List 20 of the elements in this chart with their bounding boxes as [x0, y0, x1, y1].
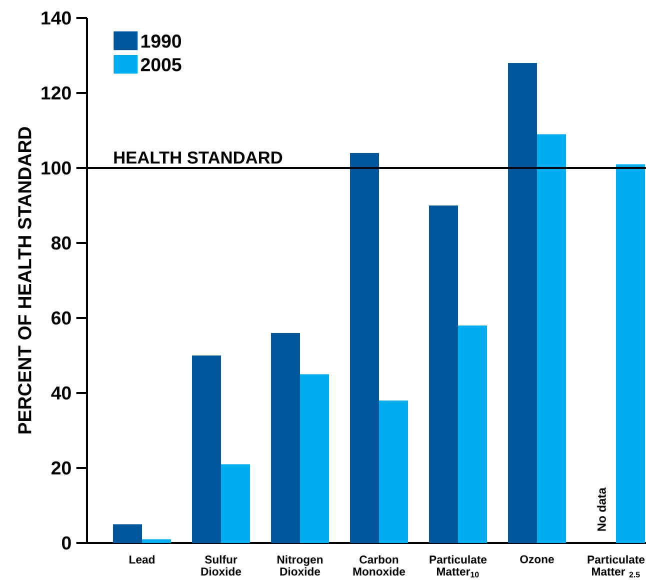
- legend-label: 2005: [140, 58, 182, 72]
- y-axis-title: PERCENT OF HEALTH STANDARD: [18, 127, 32, 434]
- y-tick-label: 140: [42, 11, 71, 25]
- x-tick-label: Sulfur Dioxide: [201, 555, 242, 576]
- annotation: No data: [597, 488, 606, 531]
- x-tick-label: Carbon Monoxide: [353, 555, 406, 576]
- y-tick-label: 100: [42, 161, 71, 175]
- x-tick-label: Nitrogen Dioxide: [277, 555, 323, 576]
- y-tick-label: 80: [51, 236, 71, 250]
- x-tick-label: Particulate Matter $_{2.5}$: [588, 555, 645, 578]
- x-tick-label: Ozone: [520, 555, 554, 564]
- x-tick-label: Particulate Matter$_{10}$: [430, 555, 487, 578]
- x-tick-label: Lead: [130, 555, 154, 564]
- y-tick-label: 120: [42, 86, 71, 100]
- y-tick-label: 20: [52, 461, 71, 475]
- legend-label: 1990: [141, 34, 182, 48]
- ref-line-label: HEALTH STANDARD: [114, 151, 282, 164]
- y-tick-label: 60: [52, 311, 71, 325]
- y-tick-label: 0: [62, 536, 71, 550]
- y-tick-label: 40: [51, 386, 71, 400]
